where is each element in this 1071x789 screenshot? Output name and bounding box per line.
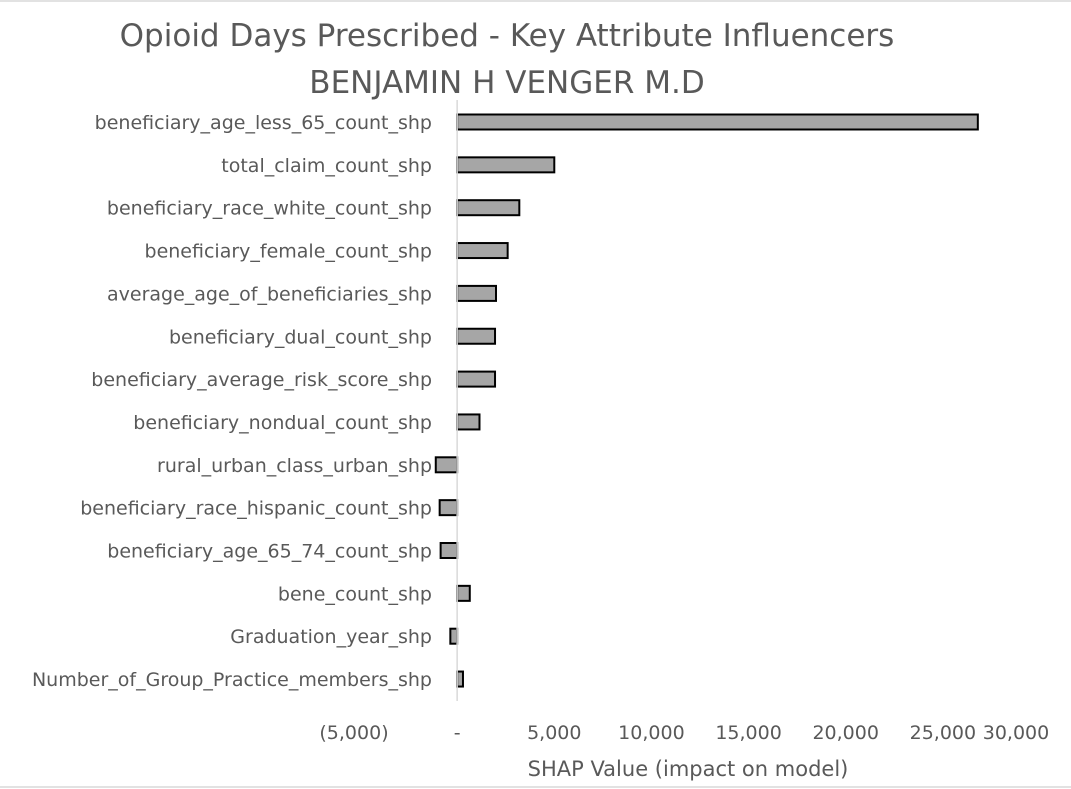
bar-average_age_of_beneficiaries_shp: [456, 284, 497, 302]
category-label: beneficiary_nondual_count_shp: [133, 412, 432, 434]
bar-beneficiary_race_hispanic_count_shp: [438, 499, 459, 517]
category-label: Graduation_year_shp: [230, 626, 432, 648]
category-label: beneficiary_race_white_count_shp: [107, 198, 432, 220]
bar-beneficiary_nondual_count_shp: [456, 413, 481, 431]
category-label: rural_urban_class_urban_shp: [157, 455, 432, 477]
bar-rural_urban_class_urban_shp: [434, 456, 459, 474]
category-label: beneficiary_race_hispanic_count_shp: [80, 498, 432, 520]
category-label: bene_count_shp: [278, 583, 432, 605]
bar-total_claim_count_shp: [456, 156, 556, 174]
bar-beneficiary_average_risk_score_shp: [456, 370, 497, 388]
chart-subtitle: BENJAMIN H VENGER M.D: [309, 65, 704, 101]
category-label: beneficiary_age_less_65_count_shp: [95, 112, 432, 134]
category-label: beneficiary_dual_count_shp: [169, 326, 432, 348]
category-label: average_age_of_beneficiaries_shp: [107, 283, 432, 305]
category-label: beneficiary_average_risk_score_shp: [91, 369, 432, 391]
bar-beneficiary_dual_count_shp: [456, 327, 497, 345]
x-tick-label: -: [454, 722, 461, 744]
x-axis-title: SHAP Value (impact on model): [528, 757, 849, 781]
category-label: total_claim_count_shp: [221, 155, 432, 177]
x-tick-label: (5,000): [319, 722, 388, 744]
chart-title: Opioid Days Prescribed - Key Attribute I…: [120, 18, 895, 54]
x-tick-label: 5,000: [527, 722, 581, 744]
bar-beneficiary_female_count_shp: [456, 242, 509, 260]
x-tick-labels: (5,000) - 5,000 10,000 15,000 20,000 25,000 30,…: [319, 722, 1049, 744]
category-label: beneficiary_age_65_74_count_shp: [107, 541, 432, 563]
category-label: beneficiary_female_count_shp: [145, 241, 432, 263]
bar-beneficiary_age_less_65_count_shp: [456, 113, 979, 131]
bar-beneficiary_age_65_74_count_shp: [439, 542, 459, 559]
category-label: Number_of_Group_Practice_members_shp: [32, 669, 432, 691]
bar-Number_of_Group_Practice_members_shp: [456, 670, 464, 688]
bar-Graduation_year_shp: [449, 627, 459, 645]
bars-group: [434, 113, 979, 688]
x-tick-label: 20,000: [812, 722, 878, 744]
category-labels: beneficiary_age_less_65_count_shp total_c…: [32, 112, 432, 691]
x-tick-label: 10,000: [618, 722, 684, 744]
bar-beneficiary_race_white_count_shp: [456, 199, 521, 217]
bar-bene_count_shp: [456, 584, 471, 602]
x-tick-label: 30,000: [983, 722, 1049, 744]
x-tick-label: 15,000: [715, 722, 781, 744]
x-tick-label: 25,000: [910, 722, 976, 744]
